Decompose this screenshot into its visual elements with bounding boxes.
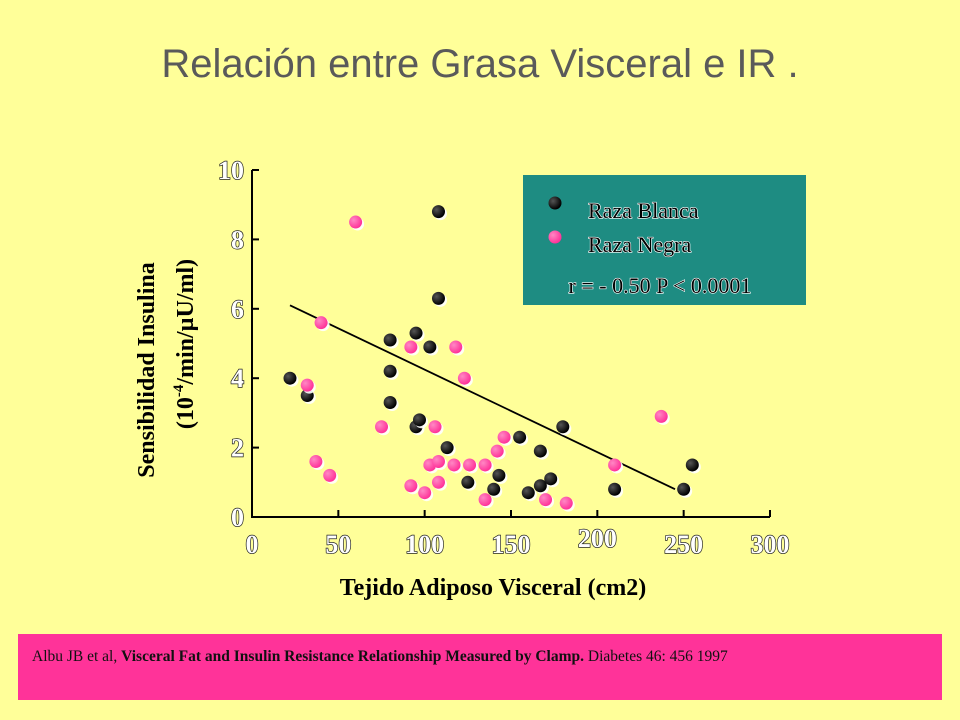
data-point-raza-negra <box>418 486 432 500</box>
data-point-raza-blanca <box>383 395 397 409</box>
regression-line <box>289 304 676 491</box>
data-point-raza-blanca <box>431 291 445 305</box>
y-tick-label: 10 <box>218 156 244 185</box>
data-point-raza-blanca <box>685 458 699 472</box>
data-point-raza-blanca <box>487 482 501 496</box>
data-point-raza-negra <box>309 454 323 468</box>
data-point-raza-negra <box>404 479 418 493</box>
data-point-raza-negra <box>654 409 668 423</box>
y-axis-title-line2: (10-4/min/µU/ml) <box>171 259 199 429</box>
legend-marker-raza-negra <box>548 230 562 244</box>
regression-line-group <box>289 304 676 491</box>
data-point-raza-blanca <box>677 482 691 496</box>
y-axis-title-exponent: -4 <box>171 384 187 397</box>
data-point-raza-blanca <box>608 482 622 496</box>
data-point-raza-blanca <box>283 371 297 385</box>
data-point-raza-blanca <box>521 486 535 500</box>
y-tick-label: 4 <box>231 364 244 393</box>
slide-title: Relación entre Grasa Visceral e IR . <box>161 42 799 86</box>
data-point-raza-negra <box>431 454 445 468</box>
data-point-raza-negra <box>431 475 445 489</box>
x-tick-label: 150 <box>492 530 531 559</box>
x-tick-label: 250 <box>664 530 703 559</box>
citation-journal: Diabetes 46: 456 1997 <box>587 648 728 665</box>
legend-box <box>523 175 806 305</box>
data-point-raza-blanca <box>383 364 397 378</box>
y-axis-title-prefix: (10 <box>173 397 199 429</box>
x-tick-label: 0 <box>246 530 259 559</box>
data-point-raza-blanca <box>383 333 397 347</box>
axis-labels: Tejido Adiposo Visceral (cm2) Sensibilida… <box>134 259 646 601</box>
y-tick-label: 2 <box>231 434 244 463</box>
data-point-raza-negra <box>314 316 328 330</box>
data-point-raza-negra <box>478 458 492 472</box>
data-point-raza-blanca <box>533 479 547 493</box>
data-point-raza-negra <box>608 458 622 472</box>
data-point-raza-blanca <box>544 472 558 486</box>
data-point-raza-blanca <box>412 413 426 427</box>
legend-label-raza-negra: Raza Negra <box>588 232 691 257</box>
data-point-raza-blanca <box>492 468 506 482</box>
data-point-raza-negra <box>457 371 471 385</box>
data-point-raza-negra <box>447 458 461 472</box>
correlation-annotation: r = - 0.50 P < 0.0001 <box>569 273 752 298</box>
data-point-raza-negra <box>497 430 511 444</box>
data-point-raza-negra <box>323 468 337 482</box>
data-point-raza-blanca <box>513 430 527 444</box>
data-point-raza-blanca <box>423 340 437 354</box>
y-tick-label: 6 <box>231 295 244 324</box>
y-axis-title-line1: Sensibilidad Insulina <box>134 262 160 477</box>
data-point-raza-negra <box>404 340 418 354</box>
x-axis-title: Tejido Adiposo Visceral (cm2) <box>340 575 646 601</box>
data-point-raza-blanca <box>431 205 445 219</box>
y-tick-label: 0 <box>231 503 244 532</box>
data-point-raza-blanca <box>440 441 454 455</box>
x-tick-label: 200 <box>578 524 617 553</box>
data-point-raza-negra <box>559 496 573 510</box>
data-point-raza-negra <box>349 215 363 229</box>
x-tick-label: 100 <box>405 530 444 559</box>
data-point-raza-negra <box>463 458 477 472</box>
citation-article: Visceral Fat and Insulin Resistance Rela… <box>121 648 585 665</box>
data-point-raza-negra <box>375 420 388 434</box>
data-point-raza-negra <box>428 420 442 434</box>
citation-authors: Albu JB et al, <box>32 648 118 665</box>
y-tick-label: 8 <box>231 225 244 254</box>
data-point-raza-negra <box>539 493 553 507</box>
data-point-raza-blanca <box>533 444 547 458</box>
x-tick-label: 300 <box>751 530 790 559</box>
legend: Raza Blanca Raza Negra r = - 0.50 P < 0.00… <box>523 175 806 305</box>
data-point-raza-negra <box>490 444 504 458</box>
legend-label-raza-blanca: Raza Blanca <box>588 198 699 223</box>
y-axis-title-units: /min/µU/ml) <box>173 259 199 386</box>
data-point-raza-blanca <box>409 326 423 340</box>
data-point-raza-negra <box>449 340 463 354</box>
citation-bar: Albu JB et al, Visceral Fat and Insulin … <box>18 634 942 700</box>
legend-marker-raza-blanca <box>548 196 562 210</box>
data-points <box>283 205 701 512</box>
data-point-raza-blanca <box>556 420 570 434</box>
data-point-raza-negra <box>478 493 492 507</box>
data-point-raza-blanca <box>461 475 475 489</box>
x-tick-label: 50 <box>325 530 351 559</box>
data-point-raza-negra <box>300 378 314 392</box>
